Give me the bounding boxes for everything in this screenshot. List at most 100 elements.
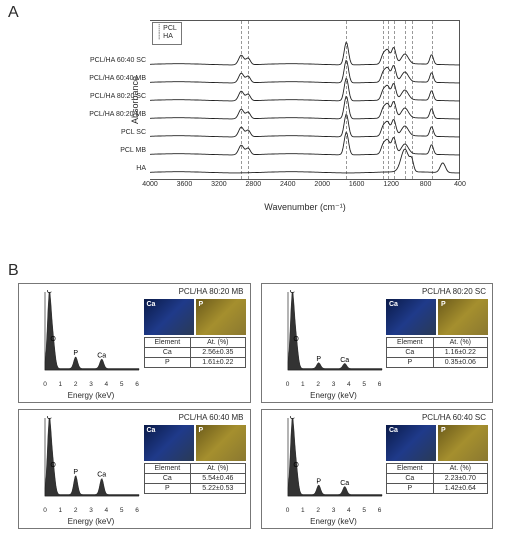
eds-peak-label: P: [73, 350, 78, 357]
eds-spectrum: COPCa0123456: [41, 290, 141, 380]
eds-title: PCL/HA 80:20 SC: [422, 287, 486, 296]
eds-panel: PCL/HA 80:20 MBCOPCa0123456Energy (keV)C…: [18, 283, 251, 403]
ir-trace-label: PCL/HA 80:20 MB: [89, 111, 146, 118]
eds-xtick: 2: [316, 381, 320, 388]
eds-spectrum: COPCa0123456: [284, 416, 384, 506]
eds-xtick: 6: [135, 507, 139, 514]
eds-peak-label: O: [50, 336, 56, 343]
eds-table: ElementAt. (%)Ca2.56±0.35P1.61±0.22: [144, 337, 246, 368]
panel-a-label: A: [8, 4, 19, 22]
eds-map-ca: Ca: [386, 299, 436, 335]
eds-xtick: 2: [74, 381, 78, 388]
ir-xtick: 400: [454, 181, 466, 188]
eds-peak-label: C: [289, 416, 294, 421]
eds-xtick: 3: [332, 507, 336, 514]
eds-xtick: 4: [105, 507, 109, 514]
ir-xtick: 3600: [177, 181, 193, 188]
eds-xtick: 4: [347, 381, 351, 388]
eds-panel: PCL/HA 60:40 MBCOPCa0123456Energy (keV)C…: [18, 409, 251, 529]
ir-xtick: 1200: [383, 181, 399, 188]
eds-title: PCL/HA 80:20 MB: [179, 287, 244, 296]
eds-xtick: 4: [347, 507, 351, 514]
eds-peak-label: P: [316, 478, 321, 485]
eds-xtick: 4: [105, 381, 109, 388]
eds-grid: PCL/HA 80:20 MBCOPCa0123456Energy (keV)C…: [18, 283, 493, 529]
eds-map-p: P: [196, 425, 246, 461]
eds-title: PCL/HA 60:40 SC: [422, 413, 486, 422]
ir-xtick: 2800: [246, 181, 262, 188]
ir-xlabel: Wavenumber (cm⁻¹): [264, 202, 345, 213]
eds-xtick: 2: [74, 507, 78, 514]
eds-peak-label: C: [289, 290, 294, 295]
ir-trace-label: PCL SC: [121, 129, 146, 136]
ir-xtick: 2400: [280, 181, 296, 188]
ir-xtick: 4000: [142, 181, 158, 188]
eds-xtick: 5: [120, 507, 124, 514]
eds-peak-label: Ca: [97, 472, 106, 479]
eds-map-p: P: [196, 299, 246, 335]
ir-plot: Absorbance Wavenumber (cm⁻¹) ┊ PCL ┆ HA …: [90, 20, 490, 215]
eds-map-ca: Ca: [386, 425, 436, 461]
eds-xtick: 0: [43, 507, 47, 514]
ir-trace: [150, 43, 460, 65]
eds-xtick: 5: [120, 381, 124, 388]
eds-xlabel: Energy (keV): [310, 517, 357, 526]
eds-panel: PCL/HA 60:40 SCCOPCa0123456Energy (keV)C…: [261, 409, 494, 529]
eds-xtick: 6: [135, 381, 139, 388]
eds-peak-label: Ca: [340, 357, 349, 364]
eds-peak-label: Ca: [340, 480, 349, 487]
eds-xtick: 0: [286, 507, 290, 514]
ir-trace: [150, 149, 460, 173]
eds-xtick: 3: [89, 381, 93, 388]
ir-trace-label: PCL/HA 60:40 MB: [89, 75, 146, 82]
eds-inset: CaPElementAt. (%)Ca2.23±0.70P1.42±0.64: [386, 425, 488, 494]
eds-xlabel: Energy (keV): [68, 391, 115, 400]
ir-trace-label: PCL MB: [120, 147, 146, 154]
eds-map-p: P: [438, 425, 488, 461]
eds-xtick: 1: [301, 507, 305, 514]
eds-peak-label: C: [47, 290, 52, 295]
eds-peak-label: P: [316, 356, 321, 363]
ir-trace-label: HA: [136, 165, 146, 172]
ir-xtick: 800: [420, 181, 432, 188]
eds-xlabel: Energy (keV): [310, 391, 357, 400]
eds-inset: CaPElementAt. (%)Ca5.54±0.46P5.22±0.53: [144, 425, 246, 494]
eds-xtick: 3: [89, 507, 93, 514]
eds-table: ElementAt. (%)Ca5.54±0.46P5.22±0.53: [144, 463, 246, 494]
eds-peak-label: O: [293, 336, 299, 343]
eds-title: PCL/HA 60:40 MB: [179, 413, 244, 422]
eds-inset: CaPElementAt. (%)Ca2.56±0.35P1.61±0.22: [144, 299, 246, 368]
eds-map-p: P: [438, 299, 488, 335]
eds-peak-label: C: [47, 416, 52, 421]
eds-peak-label: Ca: [97, 352, 106, 359]
eds-xtick: 6: [378, 507, 382, 514]
panel-b-label: B: [8, 262, 19, 280]
eds-spectrum: COPCa0123456: [284, 290, 384, 380]
eds-xtick: 1: [59, 381, 63, 388]
ir-trace-label: PCL/HA 80:20 SC: [90, 93, 146, 100]
eds-xtick: 5: [362, 381, 366, 388]
eds-xtick: 1: [301, 381, 305, 388]
eds-xlabel: Energy (keV): [68, 517, 115, 526]
eds-xtick: 5: [362, 507, 366, 514]
eds-map-ca: Ca: [144, 299, 194, 335]
eds-spectrum: COPCa0123456: [41, 416, 141, 506]
eds-panel: PCL/HA 80:20 SCCOPCa0123456Energy (keV)C…: [261, 283, 494, 403]
ir-trace-label: PCL/HA 60:40 SC: [90, 57, 146, 64]
ir-xtick: 2000: [314, 181, 330, 188]
eds-xtick: 0: [286, 381, 290, 388]
eds-xtick: 1: [59, 507, 63, 514]
eds-table: ElementAt. (%)Ca2.23±0.70P1.42±0.64: [386, 463, 488, 494]
eds-xtick: 0: [43, 381, 47, 388]
eds-xtick: 3: [332, 381, 336, 388]
ir-xtick: 3200: [211, 181, 227, 188]
eds-xtick: 2: [316, 507, 320, 514]
eds-inset: CaPElementAt. (%)Ca1.16±0.22P0.35±0.06: [386, 299, 488, 368]
eds-xtick: 6: [378, 381, 382, 388]
eds-peak-label: P: [73, 469, 78, 476]
eds-peak-label: O: [50, 462, 56, 469]
ir-xtick: 1600: [349, 181, 365, 188]
eds-table: ElementAt. (%)Ca1.16±0.22P0.35±0.06: [386, 337, 488, 368]
eds-peak-label: O: [293, 462, 299, 469]
eds-map-ca: Ca: [144, 425, 194, 461]
